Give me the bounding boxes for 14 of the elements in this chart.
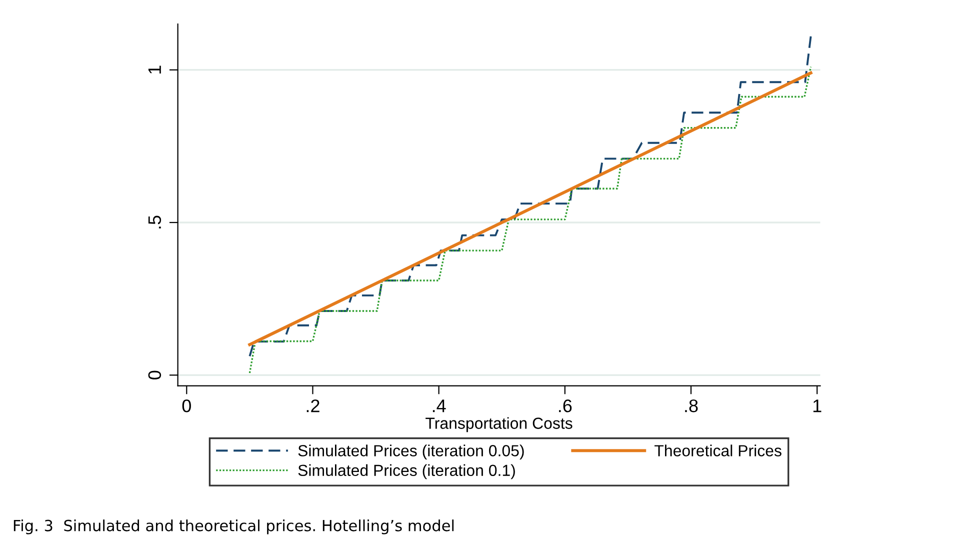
caption: Fig. 3 Simulated and theoretical prices. Hotelling’s model xyxy=(14,520,454,534)
x-axis-title: Transportation Costs xyxy=(426,417,572,432)
y-tick-label: 1 xyxy=(148,66,161,74)
legend-label: Simulated Prices (iteration 0.1) xyxy=(298,464,515,480)
legend-label: Simulated Prices (iteration 0.05) xyxy=(298,444,524,460)
y-tick-label: .5 xyxy=(148,216,162,228)
x-tick-label: .6 xyxy=(559,399,572,412)
x-tick-label: .8 xyxy=(685,399,698,412)
x-tick-label: 0 xyxy=(182,399,191,412)
legend-label: Theoretical Prices xyxy=(654,444,782,456)
y-tick-label: 0 xyxy=(148,370,162,380)
x-tick-label: .4 xyxy=(432,400,446,412)
x-tick-label: .2 xyxy=(306,399,320,412)
x-tick-label: 1 xyxy=(813,400,822,412)
